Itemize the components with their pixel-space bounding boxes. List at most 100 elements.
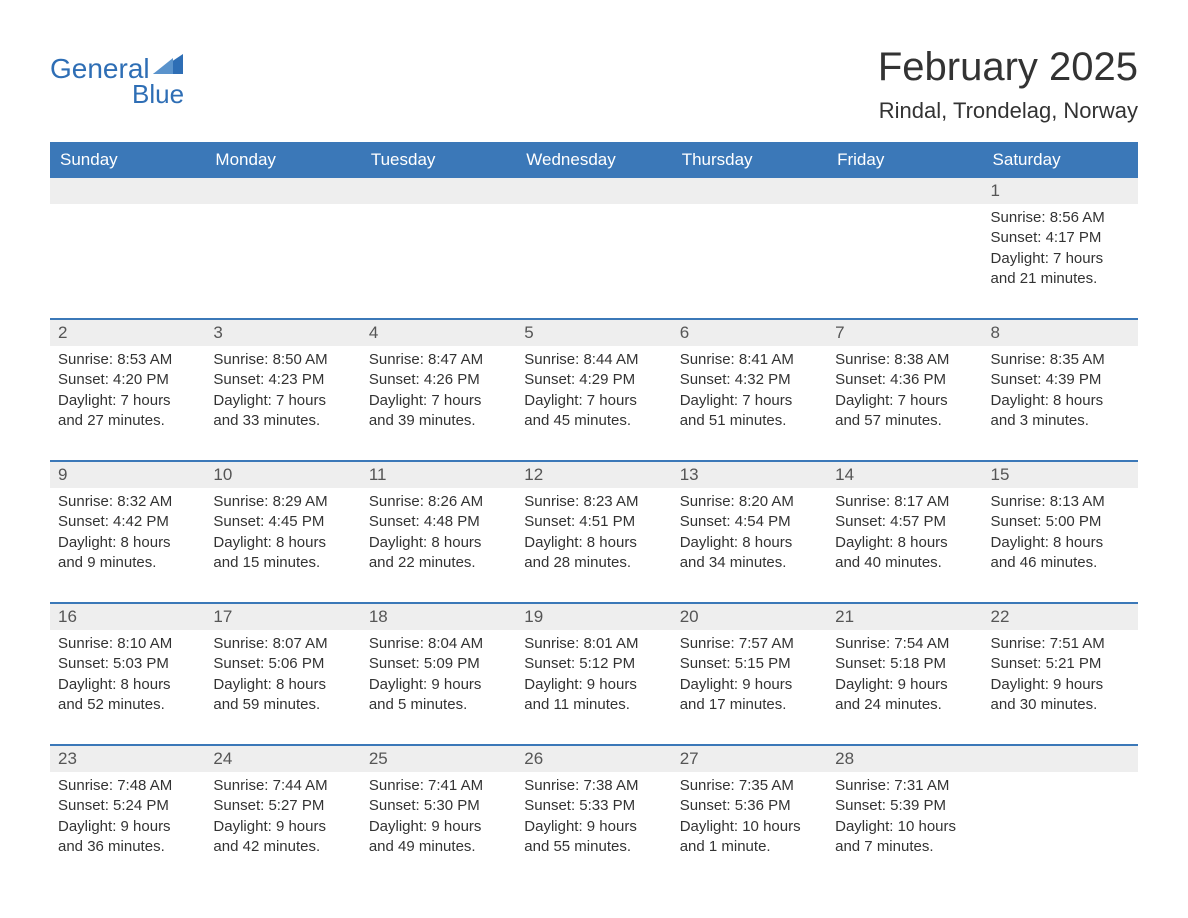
sunrise-text: Sunrise: 8:04 AM bbox=[369, 634, 508, 654]
sunrise-text: Sunrise: 7:31 AM bbox=[835, 776, 974, 796]
calendar-week: 2345678Sunrise: 8:53 AMSunset: 4:20 PMDa… bbox=[50, 318, 1138, 446]
day-content-cell bbox=[361, 204, 516, 304]
daylight-text: Daylight: 9 hours and 36 minutes. bbox=[58, 817, 197, 858]
day-content-cell: Sunrise: 7:38 AMSunset: 5:33 PMDaylight:… bbox=[516, 772, 671, 872]
sunset-text: Sunset: 5:00 PM bbox=[991, 512, 1130, 532]
sunrise-text: Sunrise: 8:10 AM bbox=[58, 634, 197, 654]
day-content-cell: Sunrise: 8:38 AMSunset: 4:36 PMDaylight:… bbox=[827, 346, 982, 446]
daylight-text: Daylight: 8 hours and 59 minutes. bbox=[213, 675, 352, 716]
weekday-header-cell: Thursday bbox=[672, 142, 827, 178]
sunrise-text: Sunrise: 7:48 AM bbox=[58, 776, 197, 796]
sunset-text: Sunset: 4:39 PM bbox=[991, 370, 1130, 390]
day-number-cell: 13 bbox=[672, 462, 827, 488]
sunrise-text: Sunrise: 8:20 AM bbox=[680, 492, 819, 512]
calendar-week: 9101112131415Sunrise: 8:32 AMSunset: 4:4… bbox=[50, 460, 1138, 588]
day-number-cell: 22 bbox=[983, 604, 1138, 630]
logo-triangle-icon bbox=[153, 54, 183, 79]
sunset-text: Sunset: 5:39 PM bbox=[835, 796, 974, 816]
calendar-week: 232425262728Sunrise: 7:48 AMSunset: 5:24… bbox=[50, 744, 1138, 872]
daylight-text: Daylight: 8 hours and 22 minutes. bbox=[369, 533, 508, 574]
day-content-cell bbox=[827, 204, 982, 304]
day-number-cell: 9 bbox=[50, 462, 205, 488]
sunset-text: Sunset: 5:36 PM bbox=[680, 796, 819, 816]
day-number-cell bbox=[516, 178, 671, 204]
sunrise-text: Sunrise: 8:26 AM bbox=[369, 492, 508, 512]
sunset-text: Sunset: 5:30 PM bbox=[369, 796, 508, 816]
month-title: February 2025 bbox=[878, 45, 1138, 90]
sunrise-text: Sunrise: 8:23 AM bbox=[524, 492, 663, 512]
sunrise-text: Sunrise: 8:53 AM bbox=[58, 350, 197, 370]
day-content-cell: Sunrise: 8:01 AMSunset: 5:12 PMDaylight:… bbox=[516, 630, 671, 730]
sunrise-text: Sunrise: 8:50 AM bbox=[213, 350, 352, 370]
day-number-cell: 3 bbox=[205, 320, 360, 346]
day-content-row: Sunrise: 7:48 AMSunset: 5:24 PMDaylight:… bbox=[50, 772, 1138, 872]
daylight-text: Daylight: 9 hours and 30 minutes. bbox=[991, 675, 1130, 716]
sunrise-text: Sunrise: 8:41 AM bbox=[680, 350, 819, 370]
sunrise-text: Sunrise: 8:17 AM bbox=[835, 492, 974, 512]
day-content-cell: Sunrise: 7:41 AMSunset: 5:30 PMDaylight:… bbox=[361, 772, 516, 872]
daylight-text: Daylight: 7 hours and 27 minutes. bbox=[58, 391, 197, 432]
day-number-cell: 23 bbox=[50, 746, 205, 772]
calendar-week: 16171819202122Sunrise: 8:10 AMSunset: 5:… bbox=[50, 602, 1138, 730]
day-content-cell: Sunrise: 8:35 AMSunset: 4:39 PMDaylight:… bbox=[983, 346, 1138, 446]
logo-text-sub: Blue bbox=[132, 79, 184, 110]
daylight-text: Daylight: 9 hours and 42 minutes. bbox=[213, 817, 352, 858]
day-content-cell bbox=[516, 204, 671, 304]
sunset-text: Sunset: 4:36 PM bbox=[835, 370, 974, 390]
calendar-week: 1Sunrise: 8:56 AMSunset: 4:17 PMDaylight… bbox=[50, 178, 1138, 304]
daylight-text: Daylight: 9 hours and 49 minutes. bbox=[369, 817, 508, 858]
sunrise-text: Sunrise: 7:35 AM bbox=[680, 776, 819, 796]
day-content-cell: Sunrise: 8:13 AMSunset: 5:00 PMDaylight:… bbox=[983, 488, 1138, 588]
daylight-text: Daylight: 7 hours and 21 minutes. bbox=[991, 249, 1130, 290]
sunset-text: Sunset: 5:24 PM bbox=[58, 796, 197, 816]
day-content-cell: Sunrise: 8:56 AMSunset: 4:17 PMDaylight:… bbox=[983, 204, 1138, 304]
sunrise-text: Sunrise: 7:57 AM bbox=[680, 634, 819, 654]
day-number-row: 1 bbox=[50, 178, 1138, 204]
day-number-cell: 5 bbox=[516, 320, 671, 346]
sunrise-text: Sunrise: 8:29 AM bbox=[213, 492, 352, 512]
day-content-cell: Sunrise: 7:44 AMSunset: 5:27 PMDaylight:… bbox=[205, 772, 360, 872]
daylight-text: Daylight: 8 hours and 52 minutes. bbox=[58, 675, 197, 716]
day-content-cell: Sunrise: 8:50 AMSunset: 4:23 PMDaylight:… bbox=[205, 346, 360, 446]
daylight-text: Daylight: 9 hours and 5 minutes. bbox=[369, 675, 508, 716]
day-number-cell: 20 bbox=[672, 604, 827, 630]
day-number-cell: 12 bbox=[516, 462, 671, 488]
daylight-text: Daylight: 7 hours and 33 minutes. bbox=[213, 391, 352, 432]
sunset-text: Sunset: 4:45 PM bbox=[213, 512, 352, 532]
sunset-text: Sunset: 4:17 PM bbox=[991, 228, 1130, 248]
title-block: February 2025 Rindal, Trondelag, Norway bbox=[878, 45, 1138, 124]
daylight-text: Daylight: 7 hours and 39 minutes. bbox=[369, 391, 508, 432]
sunrise-text: Sunrise: 8:35 AM bbox=[991, 350, 1130, 370]
day-number-cell: 26 bbox=[516, 746, 671, 772]
day-content-cell: Sunrise: 7:51 AMSunset: 5:21 PMDaylight:… bbox=[983, 630, 1138, 730]
daylight-text: Daylight: 10 hours and 7 minutes. bbox=[835, 817, 974, 858]
sunset-text: Sunset: 5:21 PM bbox=[991, 654, 1130, 674]
day-number-row: 2345678 bbox=[50, 320, 1138, 346]
day-number-cell: 21 bbox=[827, 604, 982, 630]
sunset-text: Sunset: 4:29 PM bbox=[524, 370, 663, 390]
sunrise-text: Sunrise: 7:44 AM bbox=[213, 776, 352, 796]
daylight-text: Daylight: 8 hours and 3 minutes. bbox=[991, 391, 1130, 432]
day-number-cell: 7 bbox=[827, 320, 982, 346]
day-content-cell: Sunrise: 8:26 AMSunset: 4:48 PMDaylight:… bbox=[361, 488, 516, 588]
day-number-cell bbox=[50, 178, 205, 204]
calendar: Sunday Monday Tuesday Wednesday Thursday… bbox=[50, 142, 1138, 872]
day-content-cell: Sunrise: 7:35 AMSunset: 5:36 PMDaylight:… bbox=[672, 772, 827, 872]
weekday-header-cell: Friday bbox=[827, 142, 982, 178]
day-number-cell: 18 bbox=[361, 604, 516, 630]
day-content-row: Sunrise: 8:56 AMSunset: 4:17 PMDaylight:… bbox=[50, 204, 1138, 304]
daylight-text: Daylight: 7 hours and 45 minutes. bbox=[524, 391, 663, 432]
location-text: Rindal, Trondelag, Norway bbox=[878, 98, 1138, 124]
daylight-text: Daylight: 7 hours and 57 minutes. bbox=[835, 391, 974, 432]
weekday-header-cell: Wednesday bbox=[516, 142, 671, 178]
weekday-header-row: Sunday Monday Tuesday Wednesday Thursday… bbox=[50, 142, 1138, 178]
day-content-cell: Sunrise: 8:07 AMSunset: 5:06 PMDaylight:… bbox=[205, 630, 360, 730]
sunset-text: Sunset: 4:51 PM bbox=[524, 512, 663, 532]
daylight-text: Daylight: 8 hours and 40 minutes. bbox=[835, 533, 974, 574]
daylight-text: Daylight: 8 hours and 9 minutes. bbox=[58, 533, 197, 574]
day-content-cell: Sunrise: 8:47 AMSunset: 4:26 PMDaylight:… bbox=[361, 346, 516, 446]
weekday-header-cell: Tuesday bbox=[361, 142, 516, 178]
day-content-cell bbox=[50, 204, 205, 304]
day-content-cell: Sunrise: 8:53 AMSunset: 4:20 PMDaylight:… bbox=[50, 346, 205, 446]
day-number-cell: 11 bbox=[361, 462, 516, 488]
